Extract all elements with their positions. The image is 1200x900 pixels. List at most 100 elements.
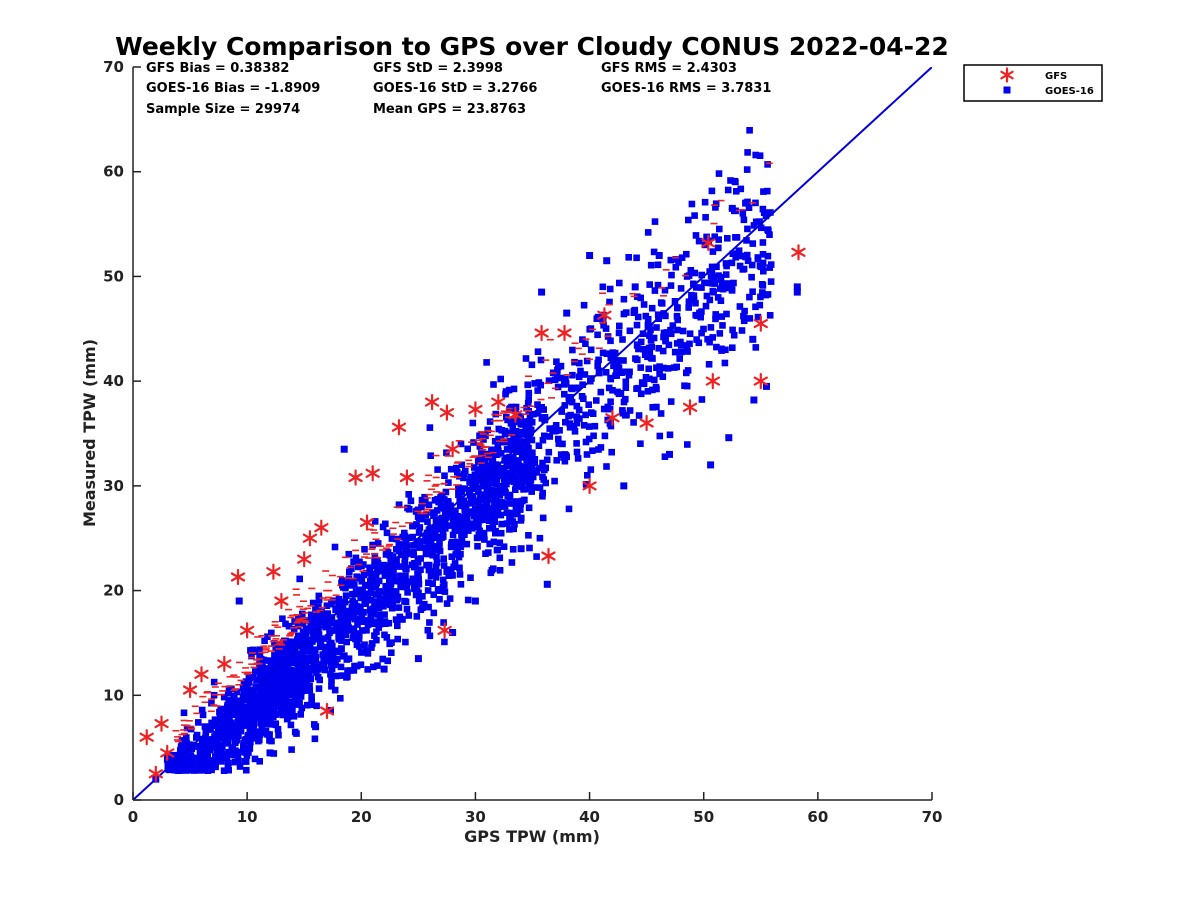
goes16-point	[506, 437, 513, 445]
goes16-point	[432, 563, 440, 570]
goes16-point	[252, 668, 259, 675]
goes16-point	[288, 691, 296, 699]
goes16-point	[429, 532, 436, 540]
goes16-point	[389, 602, 396, 610]
goes16-point	[525, 484, 533, 492]
goes16-point	[497, 485, 504, 492]
goes16-point	[716, 285, 724, 292]
goes16-point	[355, 563, 362, 571]
goes16-point	[290, 713, 298, 720]
goes16-point	[383, 529, 391, 537]
goes16-point	[302, 683, 310, 690]
goes16-point	[432, 574, 440, 581]
goes16-point	[640, 301, 648, 308]
goes16-point	[221, 725, 228, 733]
goes16-point	[480, 436, 487, 443]
goes16-point	[278, 649, 285, 657]
goes16-point	[471, 597, 479, 605]
goes16-point	[217, 758, 225, 765]
goes16-point	[223, 734, 230, 742]
goes16-point	[639, 330, 647, 337]
goes16-point	[537, 381, 544, 389]
goes16-point	[387, 580, 395, 588]
gfs-point	[194, 666, 209, 683]
goes16-point	[453, 522, 460, 529]
goes16-point	[509, 546, 517, 553]
goes16-point	[188, 745, 196, 753]
goes16-point	[297, 711, 304, 718]
goes16-point	[707, 324, 715, 331]
goes16-point	[506, 429, 514, 437]
goes16-point	[376, 615, 384, 623]
gfs-point	[753, 373, 768, 390]
goes16-point	[253, 676, 260, 684]
goes16-point	[626, 368, 633, 376]
goes16-point	[244, 682, 251, 690]
goes16-point	[657, 410, 665, 417]
goes16-point	[615, 390, 623, 398]
goes16-point	[718, 345, 725, 353]
goes16-point	[486, 418, 494, 425]
goes16-point	[491, 487, 498, 495]
gfs-point	[359, 514, 375, 531]
goes16-point	[401, 597, 408, 605]
goes16-point	[715, 236, 722, 243]
goes16-point	[335, 599, 342, 607]
chart-title: Weekly Comparison to GPS over Cloudy CON…	[115, 32, 949, 61]
goes16-point	[533, 553, 540, 560]
goes16-point	[235, 716, 242, 724]
gfs-point	[605, 409, 620, 426]
goes16-point	[327, 707, 334, 714]
stat-gfs-rms: GFS RMS = 2.4303	[601, 61, 737, 76]
goes16-point	[311, 735, 319, 743]
goes16-point	[587, 466, 595, 473]
goes16-point	[644, 229, 652, 236]
goes16-point	[672, 263, 680, 271]
goes16-point	[278, 692, 285, 699]
goes16-point	[263, 671, 271, 679]
goes16-point	[746, 293, 753, 301]
goes16-point	[732, 178, 739, 186]
goes16-point	[527, 426, 535, 434]
goes16-point	[503, 446, 511, 453]
goes16-point	[228, 745, 236, 752]
goes16-point	[361, 546, 368, 553]
goes16-point	[385, 619, 393, 627]
goes16-point	[339, 653, 347, 660]
goes16-point	[674, 304, 681, 311]
goes16-point	[183, 740, 190, 747]
goes16-point	[494, 546, 501, 554]
goes16-point	[278, 673, 286, 680]
goes16-point	[224, 690, 232, 697]
goes16-point	[270, 706, 277, 713]
goes16-point	[521, 440, 529, 447]
goes16-point	[462, 502, 470, 510]
goes16-point	[471, 471, 479, 478]
goes16-point	[504, 500, 512, 507]
goes16-point	[543, 456, 551, 464]
goes16-point	[267, 697, 274, 704]
goes16-point	[402, 565, 409, 572]
goes16-point	[667, 256, 675, 264]
goes16-point	[676, 355, 683, 362]
goes16-point	[279, 615, 286, 622]
goes16-point	[502, 388, 510, 395]
goes16-point	[460, 524, 468, 531]
goes16-point	[512, 471, 520, 478]
goes16-point	[343, 622, 351, 630]
goes16-point	[256, 683, 264, 691]
goes16-point	[655, 345, 662, 352]
gfs-point	[399, 469, 415, 486]
goes16-point	[446, 595, 454, 602]
goes16-point	[340, 445, 348, 453]
goes16-point	[281, 645, 289, 652]
goes16-point	[276, 700, 284, 708]
goes16-point	[538, 288, 546, 296]
goes16-point	[473, 498, 481, 505]
goes16-point	[600, 405, 608, 413]
goes16-point	[241, 758, 249, 765]
goes16-point	[586, 423, 593, 430]
goes16-point	[718, 280, 726, 288]
goes16-point	[510, 441, 518, 449]
goes16-point	[690, 280, 697, 288]
